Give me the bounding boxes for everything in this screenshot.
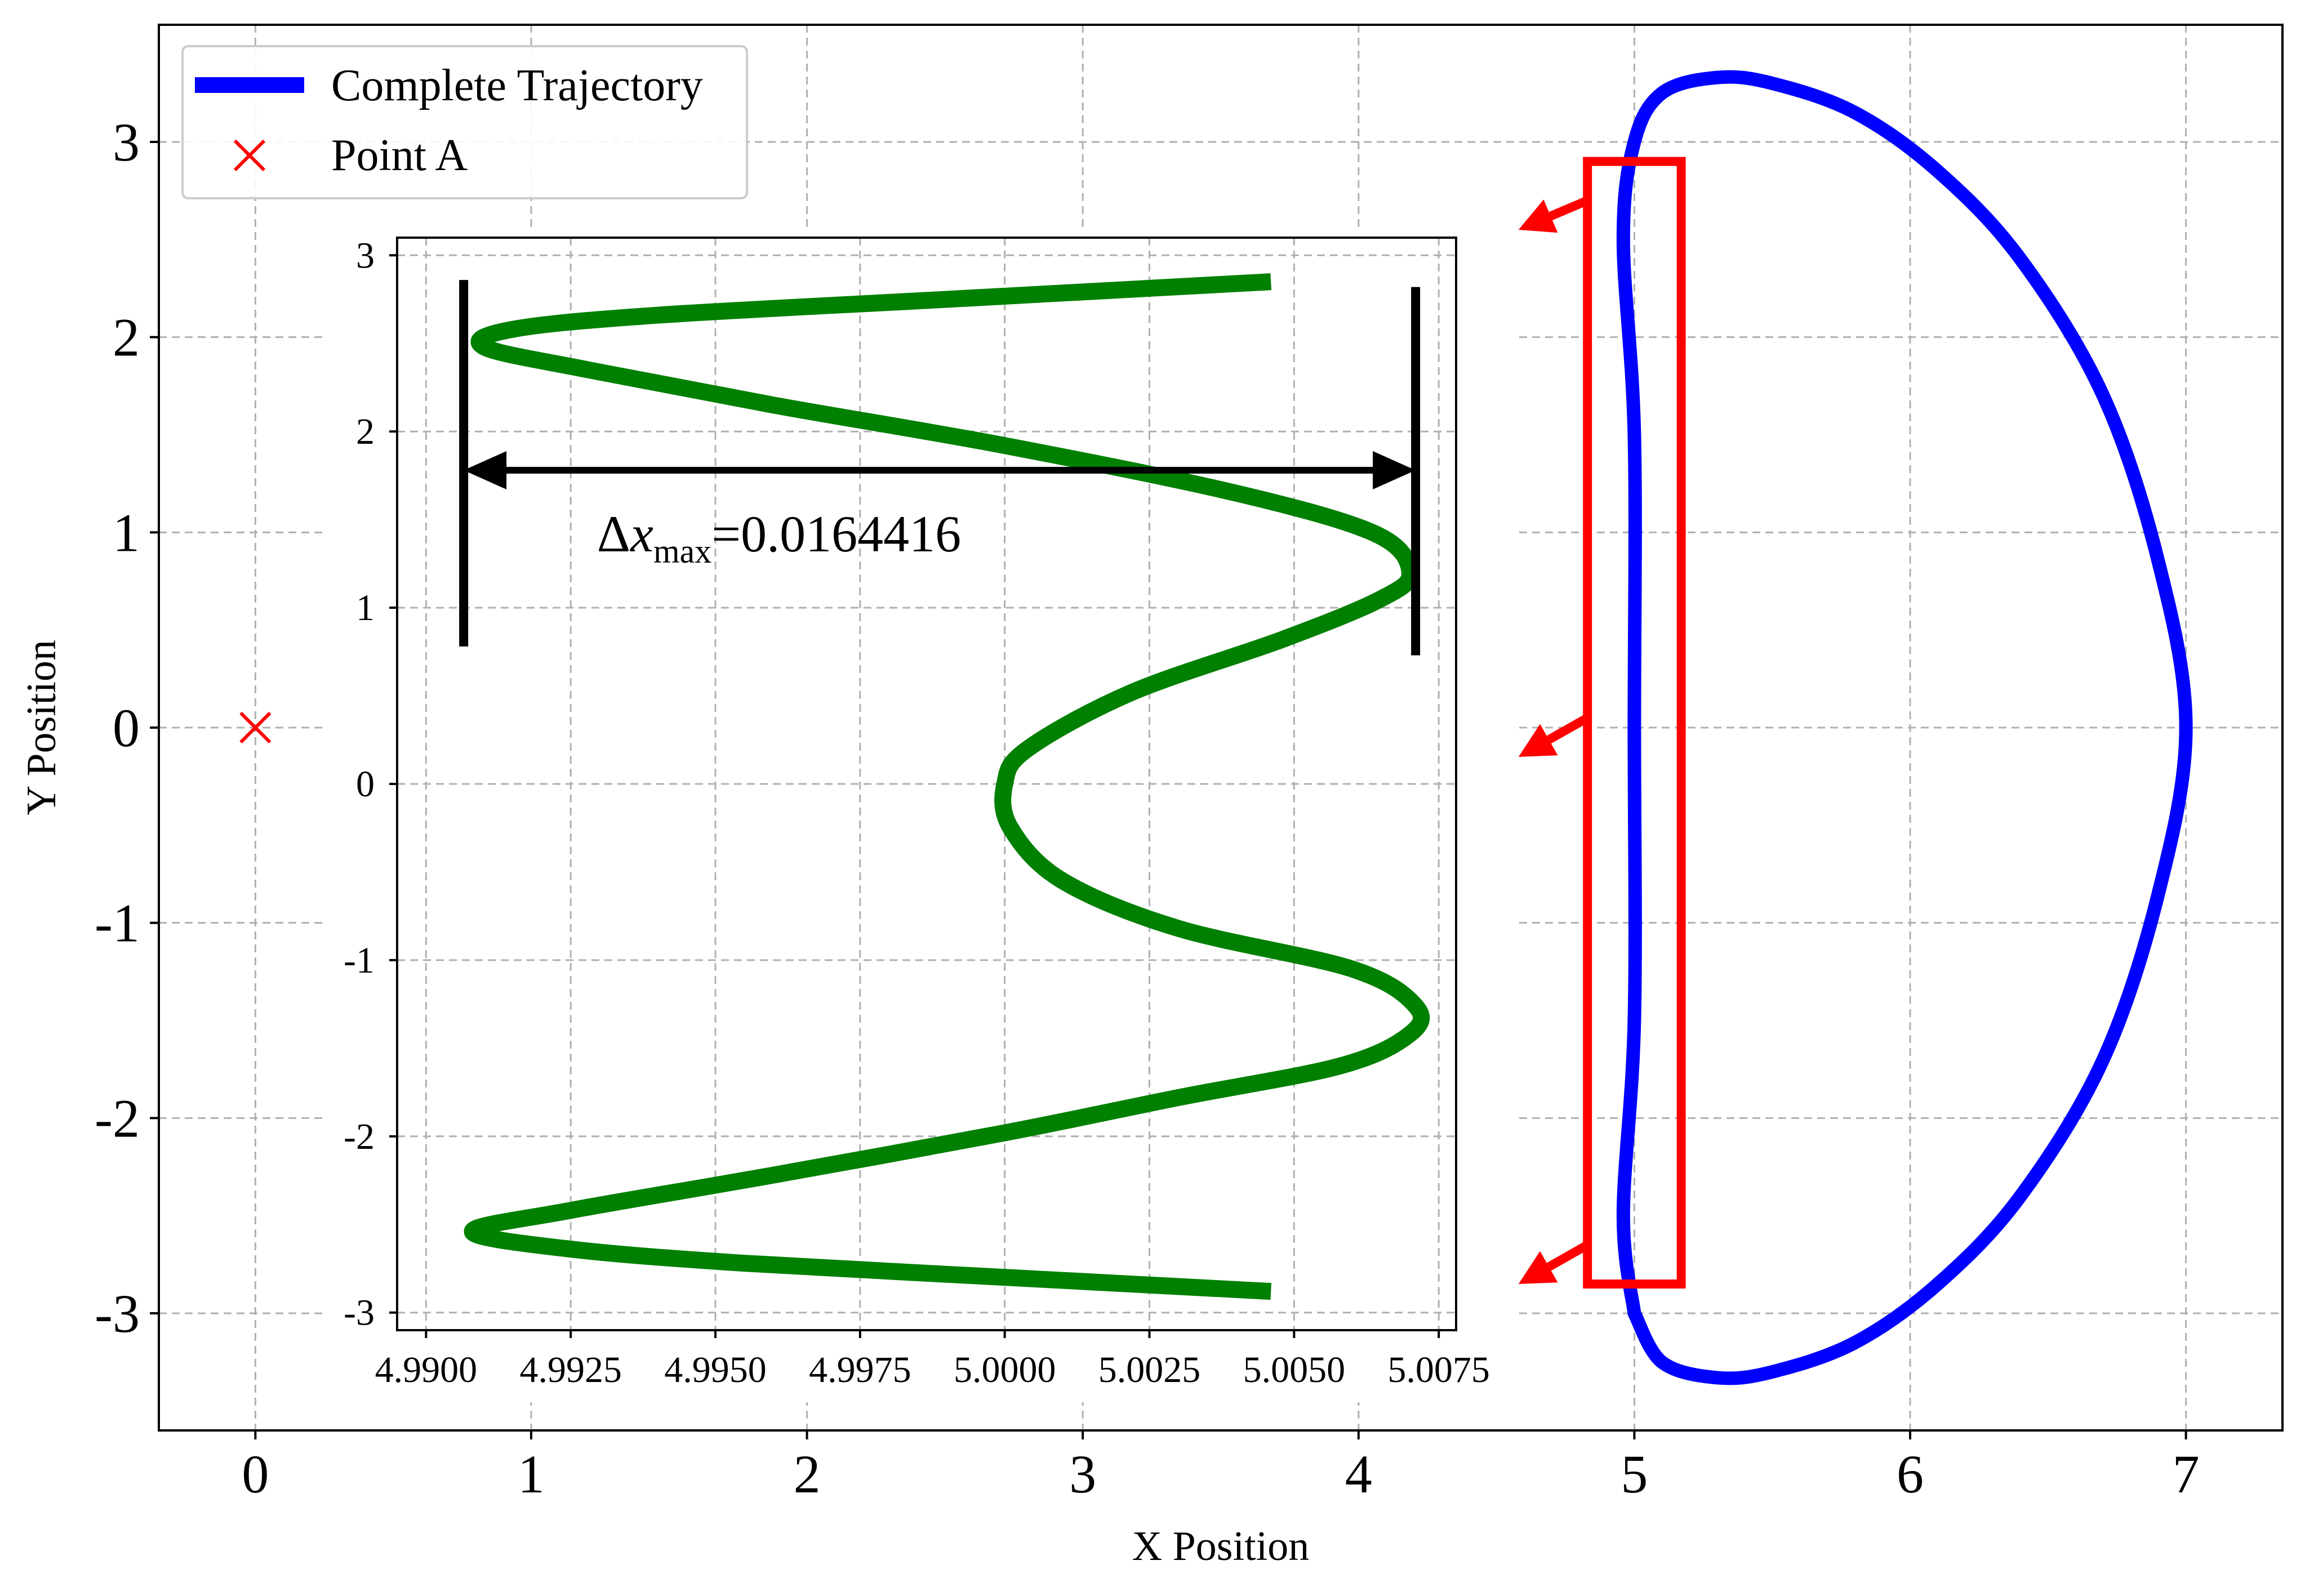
zoomed-trajectory-line [464, 273, 1430, 1300]
inset-x-tick-label: 4.9975 [809, 1349, 911, 1390]
main-x-tick-label: 5 [1621, 1444, 1648, 1504]
complete-trajectory-line [1616, 70, 2193, 1385]
main-y-axis-label: Y Position [19, 640, 65, 815]
main-x-tick-label: 0 [242, 1444, 269, 1504]
main-y-tick-label: -3 [95, 1283, 140, 1344]
legend-box [181, 45, 748, 199]
inset-x-tick-label: 5.0050 [1243, 1349, 1346, 1390]
delta-subscript: max [653, 533, 711, 570]
red-arrow-shaft [1546, 714, 1590, 744]
red-arrow-shaft [1546, 1241, 1590, 1271]
delta-x-double-arrow [464, 451, 1416, 490]
main-x-tick-label: 3 [1069, 1444, 1096, 1504]
inset-x-tick-label: 5.0075 [1387, 1349, 1490, 1390]
inset-x-tick-label: 4.9925 [519, 1349, 622, 1390]
inset-y-tick-label: 0 [356, 764, 375, 805]
main-x-tick-label: 6 [1897, 1444, 1924, 1504]
red-arrow [1518, 196, 1590, 233]
main-y-tick-label: 2 [113, 307, 140, 368]
main-y-tick-label: -2 [95, 1088, 140, 1148]
delta-symbol: Δ [597, 505, 630, 563]
inset-plot: 4.9900 4.9925 4.9950 4.9975 5.0000 5.0025 5.00… [324, 231, 1518, 1402]
red-arrow [1518, 714, 1590, 757]
inset-y-tick-label: 2 [356, 411, 375, 452]
point-a-marker-stroke [239, 711, 272, 744]
main-x-tick-label: 2 [794, 1444, 821, 1504]
double-arrow-head-left [464, 451, 507, 490]
delta-x-max-label: Δxmax=0.0164416 [597, 505, 961, 570]
delta-value: =0.0164416 [711, 505, 961, 563]
red-arrow [1518, 1241, 1590, 1284]
legend-x-marker-swatch [233, 139, 266, 172]
main-x-tick-label: 4 [1345, 1444, 1372, 1504]
inset-x-tick-label: 5.0000 [954, 1349, 1056, 1390]
main-y-tick-label: -1 [95, 893, 140, 953]
red-arrow-shaft [1548, 196, 1590, 221]
point-a-marker [239, 711, 272, 744]
main-y-tick-label: 3 [113, 112, 140, 172]
legend-label-point-a: Point A [331, 131, 468, 180]
red-arrow-head [1518, 199, 1558, 233]
inset-y-tick-label: 3 [356, 235, 375, 276]
main-y-tick-label: 0 [113, 698, 140, 758]
inset-x-tick-label: 5.0025 [1098, 1349, 1201, 1390]
inset-x-tick-label: 4.9900 [375, 1349, 478, 1390]
inset-y-tick-label: -2 [344, 1116, 375, 1157]
main-y-tick-label: 1 [113, 502, 140, 563]
main-x-tick-label: 7 [2173, 1444, 2200, 1504]
legend-x-marker-stroke [233, 139, 266, 172]
red-arrow-head [1518, 724, 1558, 757]
main-x-axis-label: X Position [1132, 1523, 1310, 1570]
inset-y-tick-label: -1 [344, 940, 375, 981]
main-x-tick-label: 1 [518, 1444, 545, 1504]
legend-label-complete-trajectory: Complete Trajectory [331, 61, 703, 110]
inset-x-tick-label: 4.9950 [664, 1349, 767, 1390]
inset-y-tick-label: 1 [356, 587, 375, 628]
legend: Complete Trajectory Point A [181, 45, 748, 199]
double-arrow-head-right [1373, 451, 1416, 490]
delta-variable: x [629, 505, 653, 563]
inset-y-tick-label: -3 [344, 1292, 375, 1334]
red-arrow-head [1518, 1251, 1558, 1284]
